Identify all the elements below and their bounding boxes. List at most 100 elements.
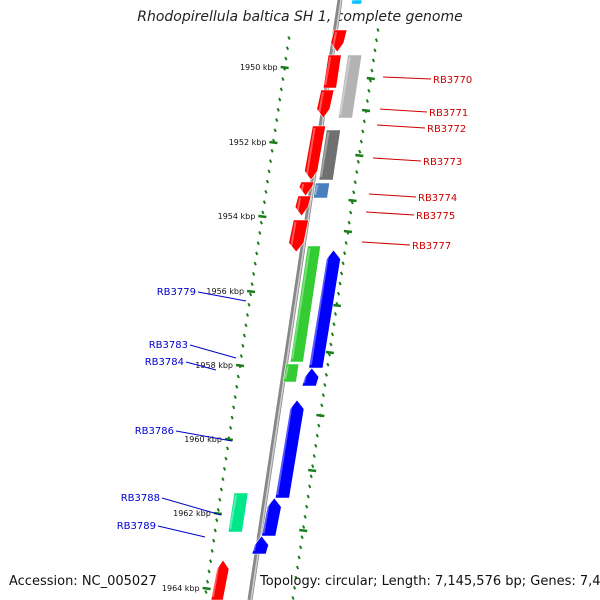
green-gene-shade [284,365,289,380]
scale-tick-label: 1958 kbp [195,361,233,370]
label-layer: RB3770 RB3771 RB3772 RB3773 RB3774 RB3775 RB37… [117,75,472,538]
inner-scale-dot [216,508,220,512]
inner-scale-dot [244,323,248,328]
gene-label: RB3779 [157,287,196,298]
reverse-gene-shade [252,537,258,552]
genome-title: Rhodopirellula baltica SH 1, complete ge… [137,9,463,25]
forward-gene-shade [296,197,302,214]
cyan-gene-shade [352,0,355,3]
inner-scale-dot [252,272,256,276]
outer-scale-dot [336,291,341,296]
forward-gene [330,29,348,53]
outer-scale-dot [365,99,369,103]
inner-scale-dot [276,107,280,112]
outer-scale-dot [329,342,333,347]
forward-gene-shade [212,561,220,598]
gene-leader-line [376,124,426,129]
scale-layer: 1950 kbp 1952 kbp 1954 kbp 1956 kbp 1958 kbp… [162,28,380,600]
forward-gene [294,195,312,217]
gene-leader-line [189,344,237,359]
inner-scale-dot [258,231,262,235]
scale-tick-label: 1954 kbp [218,212,256,221]
gene-label: RB3770 [433,75,472,86]
inner-scale-dot [268,159,273,164]
green-gene [289,245,321,363]
outer-scale-dot [367,88,371,93]
dark-gray-gene-shade [320,131,330,178]
dark-gray-gene [318,129,341,181]
inner-scale-dot [235,384,239,389]
reverse-gene [308,249,341,369]
inner-scale-dot [279,87,283,92]
forward-gene [288,219,309,253]
outer-scale-dot [317,423,321,428]
scale-minor-tick [361,108,371,113]
inner-scale-dot [222,466,227,471]
forward-gene-shade [289,221,297,250]
scale-minor-tick [299,528,308,533]
outer-scale-dot [376,28,380,32]
inner-scale-dot [261,210,265,215]
scale-tick-label: 1962 kbp [173,509,211,518]
outer-scale-dot [324,372,328,377]
inner-scale-dot [239,354,243,358]
scale-minor-tick [343,229,353,234]
outer-scale-dot [297,555,301,560]
gene-leader-line [185,361,217,371]
scale-minor-tick [366,76,375,81]
outer-scale-dot [305,504,309,509]
reverse-gene-shade [276,401,293,496]
gene-label: RB3777 [412,241,451,252]
gene-leader-line [161,497,222,516]
scale-tick-mark [246,289,256,294]
scale-tick-label: 1950 kbp [240,63,278,72]
inner-scale-dot [275,118,279,122]
outer-scale-dot [361,129,365,134]
outer-scale-dot [330,332,335,337]
gene-leader-line [157,525,206,538]
inner-scale-dot [207,569,211,574]
forward-gene-shade [305,127,316,178]
scale-minor-tick [316,413,325,418]
forward-gene-shade [324,56,332,86]
outer-scale-dot [338,281,342,286]
inner-scale-dot [224,456,228,461]
outer-scale-dot [315,433,319,438]
outer-scale-dot [368,78,373,83]
inner-scale-dot [242,333,247,338]
inner-scale-dot [265,179,270,184]
scale-tick-mark [269,140,278,145]
scale-tick-mark [280,65,289,70]
forward-gene [316,89,335,119]
inner-scale-dot [287,36,291,40]
gene-label: RB3771 [429,108,468,119]
inner-scale-dot [241,343,245,348]
outer-scale-dot [339,271,344,276]
gene-leader-line [382,76,432,80]
gene-label: RB3789 [117,521,156,532]
reverse-gene [301,367,320,387]
scale-tick-mark [235,363,245,368]
scale-tick-mark [202,586,211,591]
inner-scale-dot [285,46,290,51]
outer-scale-dot [314,443,318,448]
forward-gene-shade [331,31,337,50]
scale-tick-label: 1964 kbp [162,584,200,593]
outer-scale-dot [292,585,297,590]
inner-scale-dot [281,77,285,81]
outer-scale-dot [326,362,330,367]
gene-leader-line [379,108,428,113]
scale-tick-label: 1956 kbp [206,287,244,296]
inner-scale-dot [253,261,257,266]
inner-scale-dot [225,446,230,451]
gene-label: RB3775 [416,211,455,222]
forward-gene [322,54,342,89]
inner-scale-dot [247,302,251,307]
gene-label: RB3772 [427,124,466,135]
outer-scale-dot [370,68,374,73]
scale-minor-tick [332,303,342,308]
outer-scale-dot [373,48,377,53]
inner-scale-dot [210,549,214,553]
outer-scale-dot [359,139,363,144]
